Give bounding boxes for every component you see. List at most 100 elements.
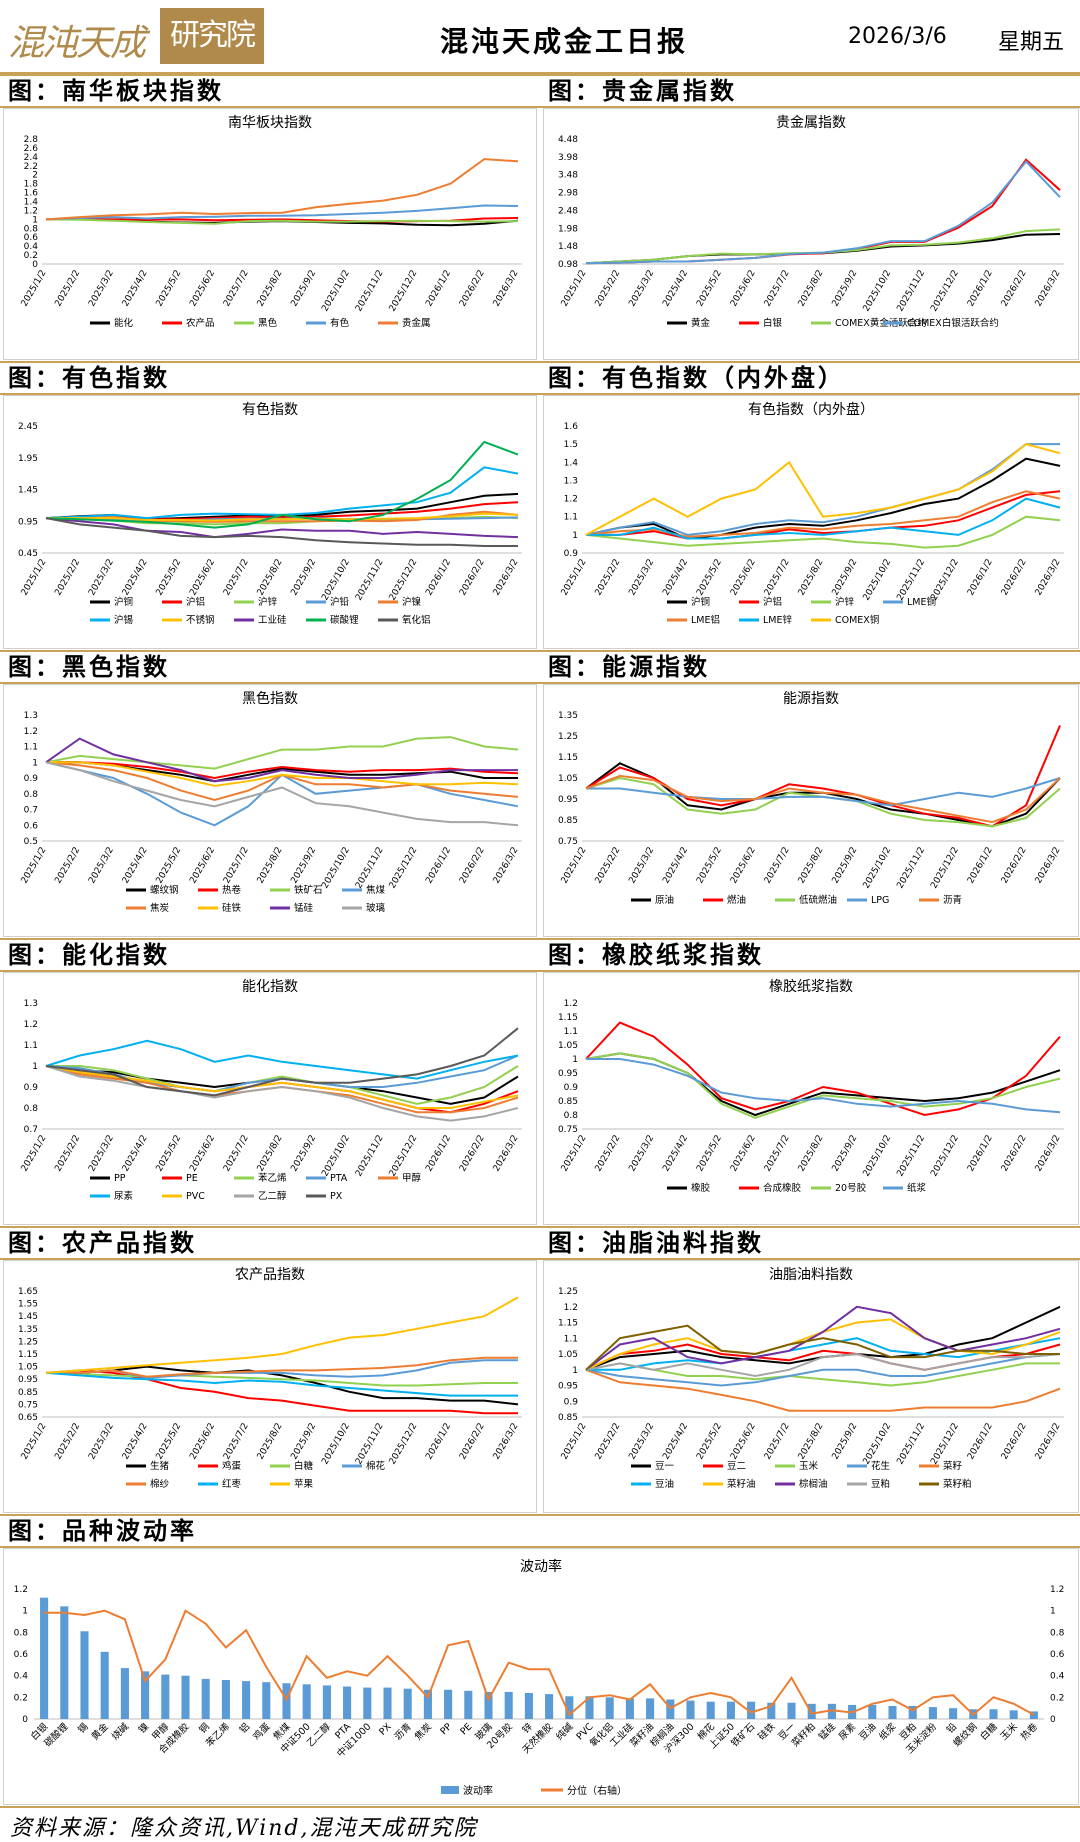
y-tick-label: 1.6 xyxy=(24,189,39,199)
x-tick-label: 2026/3/2 xyxy=(492,558,521,598)
legend-label: 锰硅 xyxy=(294,902,314,914)
volatility-bar xyxy=(807,1703,816,1719)
series-line xyxy=(585,457,1061,540)
y-tick-label: 0.85 xyxy=(558,1413,578,1423)
x-tick-label: 2026/3/2 xyxy=(492,269,521,309)
x-tick-label: 2025/8/2 xyxy=(797,269,826,309)
x-tick-label: 2025/11/2 xyxy=(895,1422,927,1467)
x-tick-label: 2025/5/2 xyxy=(695,269,724,309)
y-tick-label: 0.8 xyxy=(24,1104,39,1114)
x-tick-label: 2025/7/2 xyxy=(763,558,792,598)
series-line xyxy=(586,497,1061,540)
x-tick-label: 2025/3/2 xyxy=(87,1134,116,1174)
legend-label: 菜籽 xyxy=(943,1460,963,1472)
x-tick-label: 锰硅 xyxy=(816,1720,838,1742)
x-tick-label: 2025/10/2 xyxy=(320,1134,352,1179)
legend-label: 橡胶 xyxy=(691,1182,711,1194)
y-tick-label: 0.6 xyxy=(14,1650,29,1660)
x-tick-label: 2025/8/2 xyxy=(256,558,285,598)
x-tick-label: 菜籽粕 xyxy=(789,1721,818,1750)
chart-title: 橡胶纸浆指数 xyxy=(769,978,853,995)
section-title: 图：黑色指数 xyxy=(8,652,170,681)
y-tick-label: 1.45 xyxy=(18,1312,38,1322)
y-tick-label: 0.4 xyxy=(24,242,39,252)
series-line xyxy=(585,515,1061,549)
y-tick-label: 1.2 xyxy=(24,727,38,737)
series-line xyxy=(585,776,1061,828)
x-tick-label: 2025/11/2 xyxy=(895,1134,927,1179)
x-tick-label: 2025/1/2 xyxy=(560,558,589,598)
y-tick-label: 1.2 xyxy=(564,495,578,505)
x-tick-label: 2025/10/2 xyxy=(862,269,894,314)
x-tick-label: 2025/12/2 xyxy=(929,1134,961,1179)
y-tick-label: 2.2 xyxy=(24,162,38,172)
chart-title: 南华板块指数 xyxy=(228,115,312,131)
x-tick-label: 2025/5/2 xyxy=(695,1134,724,1174)
x-tick-label: 2025/2/2 xyxy=(53,269,82,309)
x-tick-label: 2025/1/2 xyxy=(20,846,49,886)
x-tick-label: 2025/7/2 xyxy=(763,1134,792,1174)
x-tick-label: 2025/12/2 xyxy=(388,1134,420,1179)
y-tick-label: 3.98 xyxy=(558,153,578,163)
legend-label: 焦煤 xyxy=(366,884,386,896)
x-tick-label: 2025/4/2 xyxy=(661,269,690,309)
legend-label: 铁矿石 xyxy=(294,884,323,896)
x-tick-label: 2025/8/2 xyxy=(797,558,826,598)
volatility-bar xyxy=(100,1651,109,1719)
x-tick-label: 2026/1/2 xyxy=(966,1422,995,1462)
legend-label: 菜籽粕 xyxy=(943,1478,972,1490)
x-tick-label: 2025/5/2 xyxy=(155,846,184,886)
x-tick-label: 焦炭 xyxy=(412,1720,434,1742)
x-tick-label: 2026/3/2 xyxy=(1034,846,1063,886)
chart-title: 能源指数 xyxy=(783,691,839,707)
legend-label: 豆油 xyxy=(655,1478,674,1490)
series-line xyxy=(46,1356,518,1378)
x-tick-label: 2025/11/2 xyxy=(354,558,386,603)
y-tick-label: 0.6 xyxy=(24,233,39,243)
y-tick-label: 0.7 xyxy=(24,1125,38,1135)
y-tick-label: 1 xyxy=(32,1062,38,1072)
chart-title: 能化指数 xyxy=(242,979,298,995)
y-tick-label: 1 xyxy=(22,1607,28,1617)
series-line xyxy=(46,1365,519,1406)
x-tick-label: 2026/3/2 xyxy=(1034,1422,1063,1462)
x-tick-label: 2025/4/2 xyxy=(121,846,150,886)
volatility-bar xyxy=(322,1685,331,1719)
legend-label: PVC xyxy=(186,1191,205,1202)
x-tick-label: 2025/9/2 xyxy=(289,1134,318,1174)
chart-precious-metals: 贵金属指数 0.98 1.48 1.98 2.48 2.98 3.48 3.98 4.48 202… xyxy=(543,108,1079,360)
x-tick-label: 2025/12/2 xyxy=(929,558,961,603)
x-tick-label: 苯乙烯 xyxy=(203,1720,232,1749)
x-tick-label: 2025/6/2 xyxy=(729,558,758,598)
series-line xyxy=(45,1369,518,1415)
volatility-bar xyxy=(706,1701,715,1719)
legend-label: 硅铁 xyxy=(222,902,242,914)
x-tick-label: 2025/6/2 xyxy=(729,846,758,886)
volatility-bar xyxy=(646,1698,655,1719)
x-tick-label: 2025/2/2 xyxy=(594,558,623,598)
legend-label: 热卷 xyxy=(222,884,242,896)
y-tick-label: 1 xyxy=(572,531,578,541)
logo-text: 混沌天成 xyxy=(8,23,146,64)
volatility-bar xyxy=(484,1691,493,1719)
series-line xyxy=(585,1368,1061,1412)
y-tick-label: 0.95 xyxy=(558,1382,578,1392)
x-tick-label: 2025/8/2 xyxy=(256,1134,285,1174)
x-tick-label: 2025/3/2 xyxy=(627,1134,656,1174)
series-line xyxy=(46,761,519,780)
volatility-bar xyxy=(625,1698,634,1719)
y-tick-label: 0.9 xyxy=(24,1083,39,1093)
x-tick-label: 2025/1/2 xyxy=(20,269,49,309)
x-tick-label: 2026/2/2 xyxy=(1000,1422,1029,1462)
x-tick-label: 2025/12/2 xyxy=(388,269,420,314)
x-tick-label: 2026/1/2 xyxy=(424,269,453,309)
y-tick-label: 2.6 xyxy=(24,144,39,154)
chart-nonferrous: 有色指数 0.45 0.95 1.45 1.95 2.45 2025/1/2 2025/2/2… xyxy=(3,395,537,649)
x-tick-label: 2025/9/2 xyxy=(831,846,860,886)
series-line xyxy=(45,1371,518,1397)
legend-label: 白银 xyxy=(763,317,783,329)
series-line xyxy=(45,440,519,529)
x-tick-label: 2025/2/2 xyxy=(53,1134,82,1174)
volatility-bar xyxy=(242,1681,251,1719)
